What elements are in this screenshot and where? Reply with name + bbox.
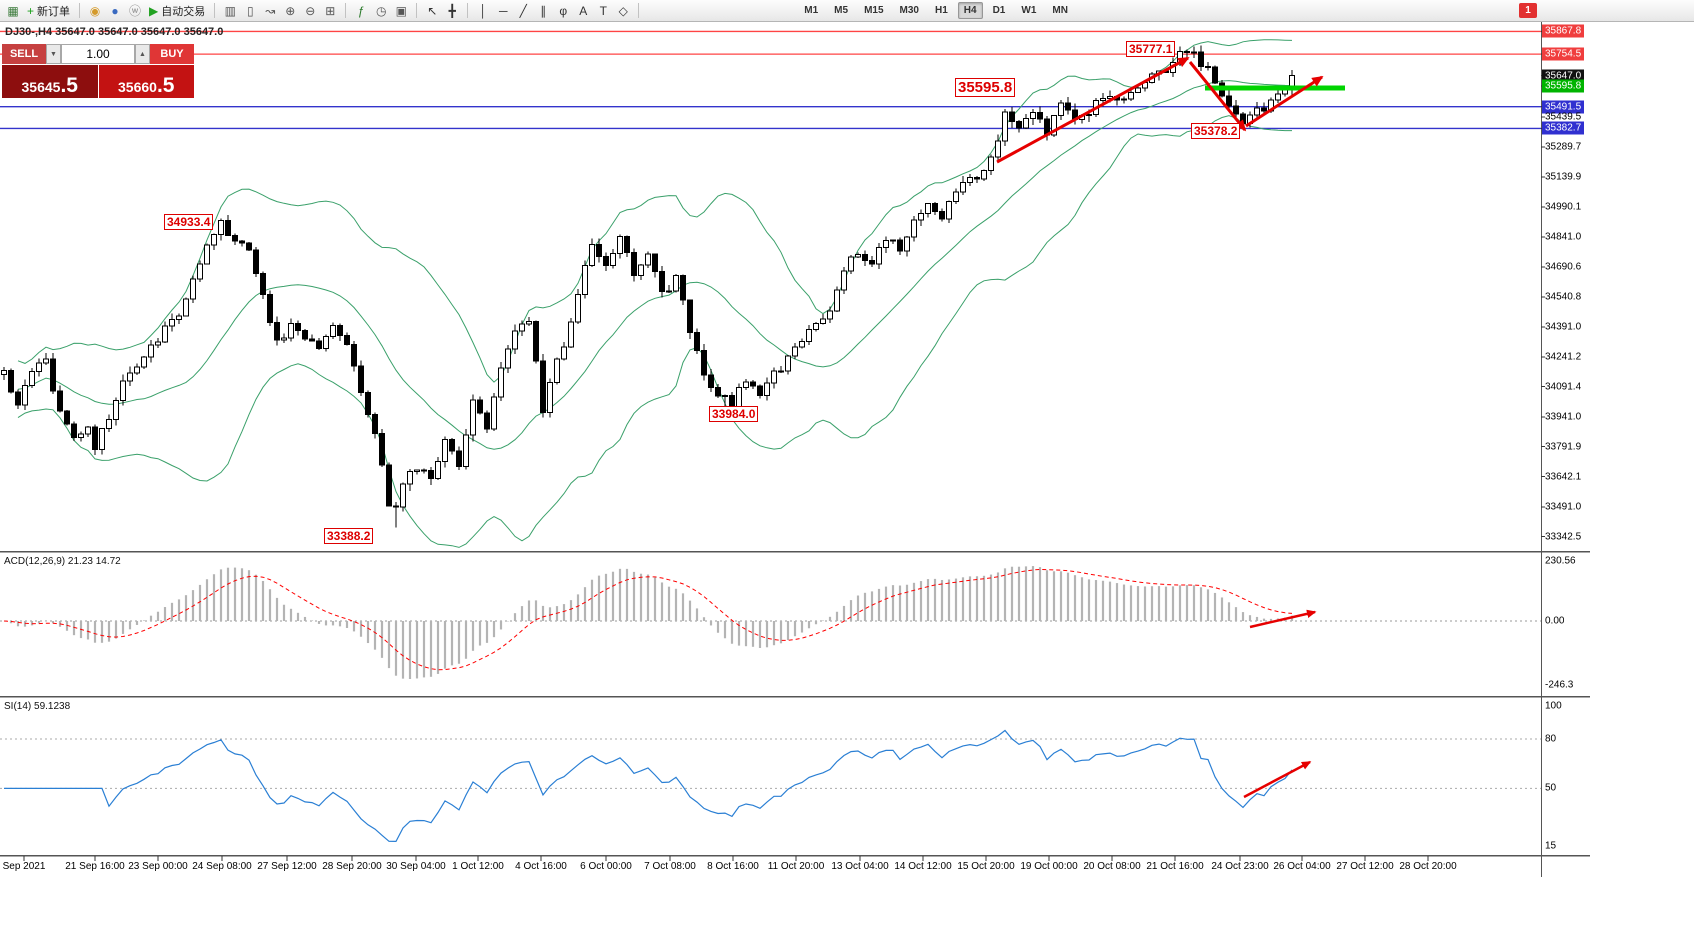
timeframe-m15-button[interactable]: M15 xyxy=(864,5,884,16)
fibonacci-icon: φ xyxy=(559,3,568,18)
notification-badge[interactable]: 1 xyxy=(1519,3,1537,18)
vertical-line-button[interactable]: │ xyxy=(474,2,492,20)
text-button[interactable]: A xyxy=(574,2,592,20)
zoom-out-button[interactable]: ⊖ xyxy=(301,2,319,20)
timeframe-m1-button[interactable]: M1 xyxy=(804,5,819,16)
chart-bars-icon: ▥ xyxy=(224,3,236,18)
toolbar-separator xyxy=(638,3,640,18)
trendline-button[interactable]: ╱ xyxy=(514,2,532,20)
sell-price-main: 35645 xyxy=(21,78,61,95)
new-chart-icon: ▦ xyxy=(7,3,19,18)
macd-indicator xyxy=(0,566,1541,679)
autotrade-icon: ▶ xyxy=(149,3,159,18)
toolbar-separator xyxy=(467,3,469,18)
timeframe-w1-button[interactable]: W1 xyxy=(1021,5,1037,16)
cursor-button[interactable]: ↖ xyxy=(423,2,441,20)
buy-price-main: 35660 xyxy=(118,78,157,95)
templates-button[interactable]: ▣ xyxy=(392,2,410,20)
toolbar-separator xyxy=(214,3,216,18)
toolbar-separator xyxy=(416,3,418,18)
timeframe-mn-button[interactable]: MN xyxy=(1052,5,1068,16)
chart-candles-button[interactable]: ▯ xyxy=(241,2,259,20)
channel-button[interactable]: ∥ xyxy=(534,2,552,20)
sell-price-frac: .5 xyxy=(60,74,78,98)
new-chart-button[interactable]: ▦ xyxy=(4,2,22,20)
autotrade-button[interactable]: ▶ 自动交易 xyxy=(146,2,208,20)
indicators-icon: ƒ xyxy=(357,3,365,18)
vertical-line-icon: │ xyxy=(479,3,488,18)
triangle-up-icon: ▲ xyxy=(139,50,146,58)
buy-price-display[interactable]: 35660.5 xyxy=(98,65,194,98)
shapes-icon: ◇ xyxy=(618,3,628,18)
periods-button[interactable]: ◷ xyxy=(372,2,390,20)
sell-button[interactable]: SELL xyxy=(2,44,46,64)
timeframe-m30-button[interactable]: M30 xyxy=(899,5,919,16)
volume-input[interactable] xyxy=(61,44,135,64)
label-button[interactable]: T xyxy=(594,2,612,20)
volume-decrease-button[interactable]: ▼ xyxy=(46,44,61,64)
sell-price-display[interactable]: 35645.5 xyxy=(2,65,98,98)
timeframe-h1-button[interactable]: H1 xyxy=(934,5,948,16)
candlestick-series xyxy=(1,45,1295,528)
metaeditor-icon: ● xyxy=(111,3,119,18)
indicators-button[interactable]: ƒ xyxy=(352,2,370,20)
chart-title: DJ30-,H4 35647.0 35647.0 35647.0 35647.0 xyxy=(5,26,224,38)
metaeditor-button[interactable]: ● xyxy=(106,2,124,20)
horizontal-line-icon: ─ xyxy=(499,3,508,18)
bollinger-bands xyxy=(17,39,1293,548)
chart-frame xyxy=(0,22,1590,877)
chart-candles-icon: ▯ xyxy=(246,3,254,18)
whats-new-icon: ⓦ xyxy=(129,3,142,18)
trend-arrows[interactable] xyxy=(996,56,1324,799)
crosshair-button[interactable]: ╋ xyxy=(443,2,461,20)
main-chart-layer xyxy=(0,30,1541,548)
new-order-label: 新订单 xyxy=(37,5,71,18)
tile-windows-button[interactable]: ⊞ xyxy=(321,2,339,20)
buy-price-frac: .5 xyxy=(156,74,175,98)
rsi-indicator-label: SI(14) 59.1238 xyxy=(4,701,71,712)
channel-icon: ∥ xyxy=(540,3,547,18)
text-icon: A xyxy=(579,3,588,18)
rsi-indicator xyxy=(0,729,1541,843)
timeframe-m5-button[interactable]: M5 xyxy=(834,5,849,16)
rsi-line xyxy=(4,729,1293,843)
shapes-button[interactable]: ◇ xyxy=(614,2,632,20)
autotrade-label: 自动交易 xyxy=(161,5,206,18)
zoom-in-button[interactable]: ⊕ xyxy=(281,2,299,20)
toolbar-separator xyxy=(345,3,347,18)
label-icon: T xyxy=(599,3,607,18)
horizontal-level-lines[interactable] xyxy=(0,30,1541,130)
mql5-community-button[interactable]: ◉ xyxy=(86,2,104,20)
fibonacci-button[interactable]: φ xyxy=(554,2,572,20)
macd-signal-line xyxy=(3,568,1293,671)
main-toolbar: ▦ + 新订单 ◉ ● ⓦ ▶ 自动交易 ▥ ▯ ↝ ⊕ ⊖ ⊞ ƒ ◷ ▣ ↖ ╋ │ ─ ╱ ∥ φ A T ◇ M1 M5 M15 M… xyxy=(0,0,1694,22)
templates-icon: ▣ xyxy=(395,3,407,18)
zoom-out-icon: ⊖ xyxy=(305,3,316,18)
chart-line-button[interactable]: ↝ xyxy=(261,2,279,20)
new-order-icon: + xyxy=(27,3,35,18)
chart-bars-button[interactable]: ▥ xyxy=(221,2,239,20)
zoom-in-icon: ⊕ xyxy=(285,3,296,18)
chart-line-icon: ↝ xyxy=(265,3,276,18)
timeframe-h4-button[interactable]: H4 xyxy=(957,2,983,19)
toolbar-separator xyxy=(79,3,81,18)
horizontal-line-button[interactable]: ─ xyxy=(494,2,512,20)
volume-increase-button[interactable]: ▲ xyxy=(135,44,150,64)
triangle-down-icon: ▼ xyxy=(50,50,57,58)
mql5-community-icon: ◉ xyxy=(89,3,101,18)
crosshair-icon: ╋ xyxy=(448,3,456,18)
toolbar-spacer xyxy=(645,10,795,11)
macd-indicator-label: ACD(12,26,9) 21.23 14.72 xyxy=(4,556,121,567)
trendline-icon: ╱ xyxy=(519,3,527,18)
new-order-button[interactable]: + 新订单 xyxy=(24,2,73,20)
tile-windows-icon: ⊞ xyxy=(325,3,336,18)
one-click-trade-panel: SELL ▼ ▲ BUY 35645.5 35660.5 xyxy=(2,44,194,98)
timeframe-d1-button[interactable]: D1 xyxy=(992,5,1006,16)
cursor-icon: ↖ xyxy=(427,3,438,18)
buy-button[interactable]: BUY xyxy=(150,44,194,64)
whats-new-button[interactable]: ⓦ xyxy=(126,2,144,20)
periods-icon: ◷ xyxy=(376,3,387,18)
